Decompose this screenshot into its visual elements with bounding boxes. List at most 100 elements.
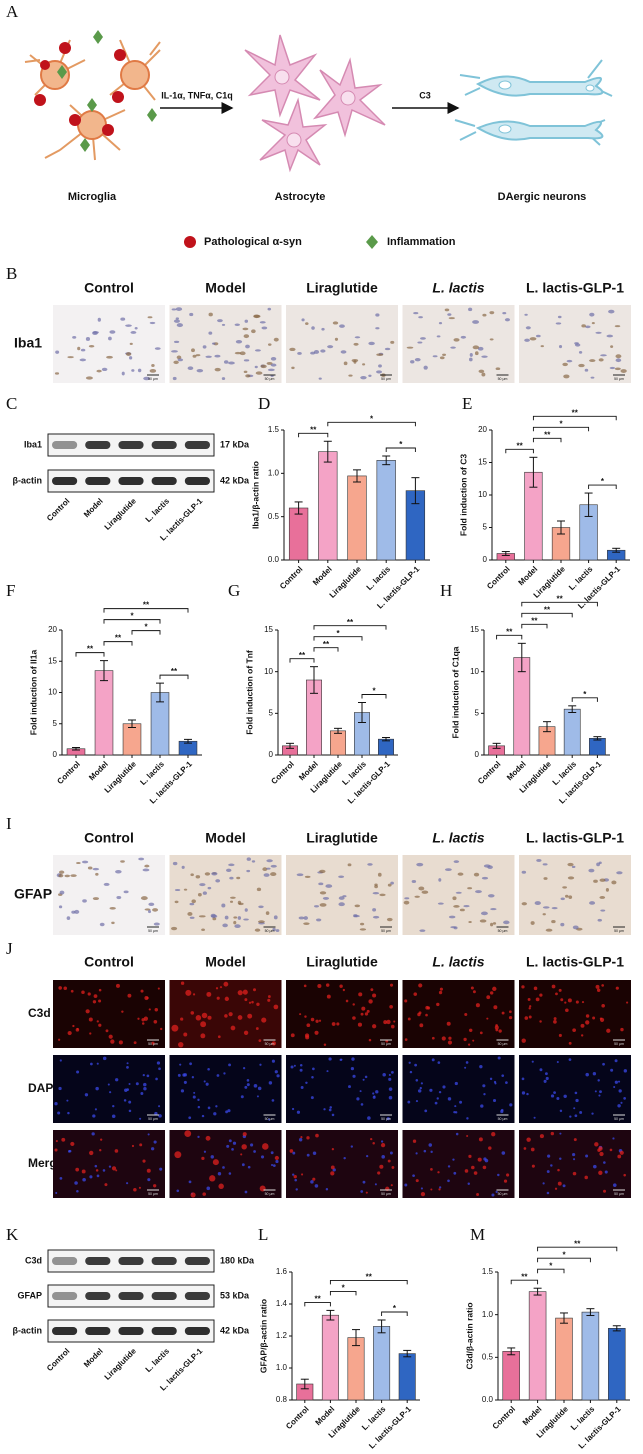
x-tick-label: Model bbox=[314, 1405, 337, 1428]
significance-label: ** bbox=[299, 651, 306, 660]
significance-bracket bbox=[532, 426, 590, 432]
signal bbox=[226, 1144, 230, 1148]
bar bbox=[321, 1314, 339, 1401]
cell bbox=[268, 343, 272, 346]
cell bbox=[172, 376, 177, 381]
significance-bracket bbox=[521, 612, 573, 618]
cell bbox=[123, 890, 129, 894]
cell bbox=[170, 926, 178, 931]
cell bbox=[343, 361, 348, 366]
signal bbox=[67, 1111, 70, 1115]
signal bbox=[526, 1092, 529, 1096]
signal bbox=[429, 1088, 433, 1092]
cell bbox=[72, 336, 77, 339]
cell bbox=[256, 887, 262, 892]
lane-label: Model bbox=[82, 1347, 105, 1370]
fluorescence-image bbox=[53, 1055, 165, 1123]
cell bbox=[490, 922, 494, 927]
significance-label: ** bbox=[87, 645, 94, 654]
cell bbox=[567, 876, 575, 880]
diagram: A IL-1α, TNFα, C1q C3 Microglia Astrocyt… bbox=[6, 2, 613, 249]
signal bbox=[154, 1008, 159, 1012]
cell bbox=[244, 908, 248, 912]
legend-marker bbox=[366, 235, 378, 249]
cell bbox=[233, 916, 238, 919]
significance-bracket bbox=[537, 1268, 565, 1274]
cell bbox=[406, 346, 414, 349]
signal bbox=[452, 1158, 455, 1161]
signal bbox=[128, 1100, 132, 1104]
cell bbox=[205, 355, 212, 358]
cell bbox=[173, 340, 180, 344]
cell bbox=[460, 335, 467, 339]
cell bbox=[439, 356, 445, 360]
cell bbox=[221, 377, 226, 380]
cell bbox=[432, 355, 438, 358]
signal bbox=[109, 1091, 112, 1094]
signal bbox=[259, 1185, 266, 1192]
error-bar bbox=[403, 1349, 412, 1358]
signal bbox=[276, 1074, 280, 1078]
cell bbox=[320, 349, 326, 353]
signal bbox=[523, 1147, 527, 1150]
signal bbox=[623, 1173, 626, 1177]
signal bbox=[89, 1150, 94, 1156]
signal bbox=[423, 1149, 427, 1153]
signal bbox=[193, 1091, 196, 1094]
scale-label: 50 μm bbox=[381, 929, 391, 933]
cell bbox=[421, 890, 429, 894]
cell bbox=[197, 893, 202, 897]
cell bbox=[452, 896, 457, 901]
cell bbox=[125, 352, 132, 356]
signal bbox=[217, 1035, 221, 1039]
blot-band bbox=[118, 1292, 144, 1300]
signal bbox=[489, 1077, 493, 1081]
signal bbox=[190, 1011, 195, 1015]
cell bbox=[130, 331, 137, 334]
signal bbox=[140, 1092, 144, 1096]
cell bbox=[172, 861, 178, 866]
scale-label: 50 μm bbox=[265, 1042, 275, 1046]
significance-label: * bbox=[562, 1250, 566, 1259]
cell bbox=[234, 924, 241, 929]
signal bbox=[267, 998, 271, 1002]
cell bbox=[131, 369, 135, 372]
signal bbox=[70, 1141, 75, 1147]
signal bbox=[595, 984, 600, 989]
cell bbox=[152, 908, 159, 912]
signal bbox=[431, 1036, 435, 1040]
signal bbox=[242, 989, 248, 995]
signal bbox=[323, 1108, 326, 1111]
signal bbox=[567, 998, 572, 1003]
signal bbox=[568, 1041, 572, 1045]
y-tick-label: 5 bbox=[269, 708, 274, 717]
signal bbox=[257, 1086, 262, 1091]
cell bbox=[551, 907, 558, 910]
fluorescence-image bbox=[519, 980, 631, 1048]
signal bbox=[339, 984, 343, 988]
signal bbox=[271, 1041, 277, 1046]
cell bbox=[245, 344, 250, 349]
signal bbox=[88, 1017, 93, 1022]
cell bbox=[562, 886, 567, 889]
cell bbox=[347, 863, 352, 867]
signal bbox=[112, 1104, 115, 1108]
x-tick-label: Liraglutide bbox=[328, 564, 364, 600]
cell bbox=[534, 901, 541, 906]
cell bbox=[187, 912, 193, 916]
significance-label: ** bbox=[544, 605, 551, 614]
bar bbox=[373, 1326, 391, 1401]
error-bar bbox=[294, 501, 303, 515]
signal bbox=[417, 1089, 422, 1093]
signal bbox=[274, 1070, 278, 1074]
signal bbox=[92, 1000, 97, 1004]
cell bbox=[266, 867, 271, 870]
signal bbox=[491, 1193, 495, 1197]
signal bbox=[626, 1001, 629, 1004]
cell bbox=[87, 866, 93, 870]
signal bbox=[339, 1058, 342, 1062]
signal bbox=[213, 1112, 217, 1116]
cell bbox=[536, 858, 542, 862]
signal bbox=[556, 1060, 559, 1064]
fluorescence-image bbox=[169, 980, 282, 1048]
